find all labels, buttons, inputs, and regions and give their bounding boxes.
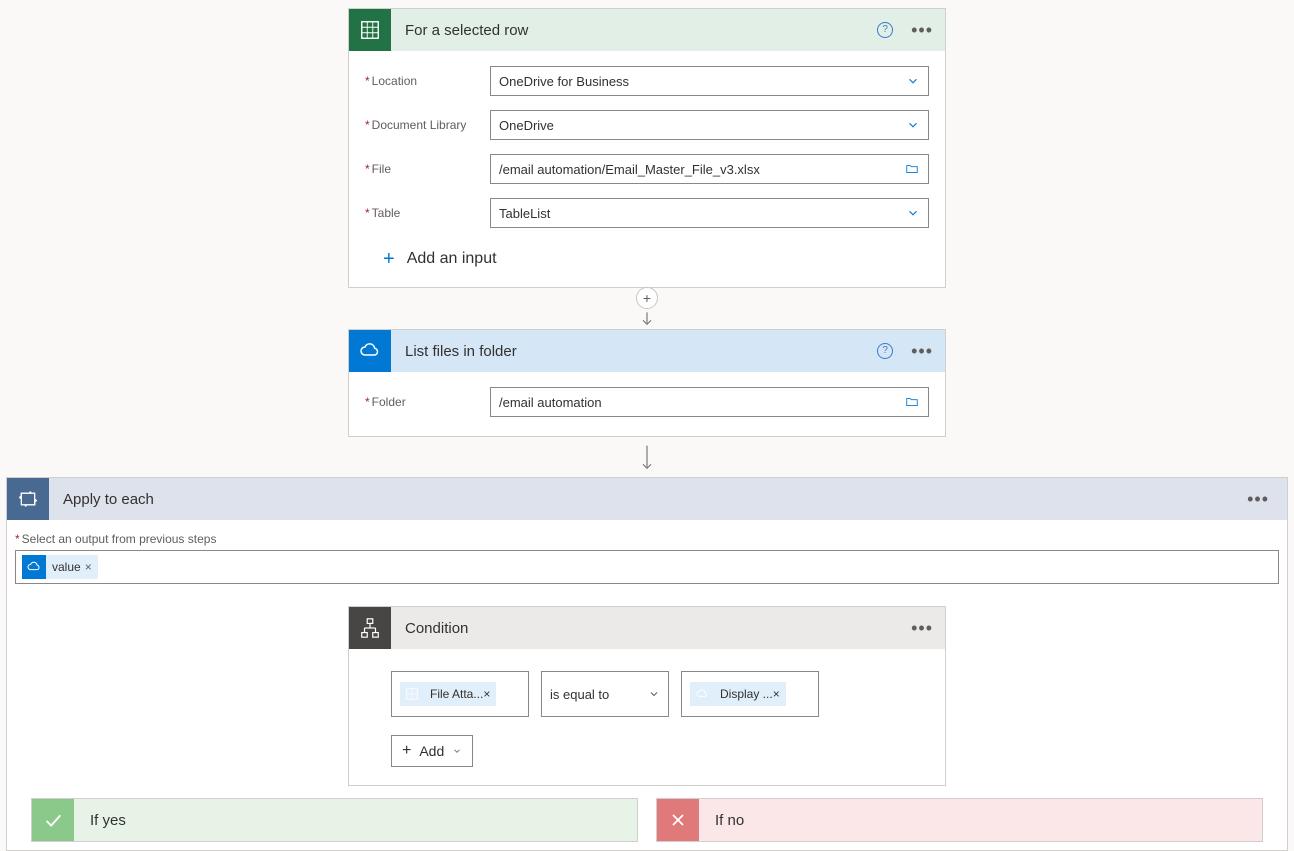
add-condition-button[interactable]: + Add xyxy=(391,735,473,767)
apply-to-each-header[interactable]: Apply to each ••• xyxy=(7,478,1287,520)
remove-token-icon[interactable]: × xyxy=(483,687,490,701)
check-icon xyxy=(32,799,74,841)
file-label: *File xyxy=(365,162,490,176)
connector-1: + xyxy=(348,288,946,329)
condition-body: File Atta... × is equal to xyxy=(349,649,945,785)
chevron-down-icon xyxy=(906,118,920,132)
list-files-card: List files in folder ? ••• *Folder /emai… xyxy=(348,329,946,437)
chevron-down-icon xyxy=(906,206,920,220)
onedrive-icon xyxy=(22,555,46,579)
condition-left-operand[interactable]: File Atta... × xyxy=(391,671,529,717)
trigger-header[interactable]: For a selected row ? ••• xyxy=(349,9,945,51)
more-menu-icon[interactable]: ••• xyxy=(1247,490,1269,508)
close-icon xyxy=(657,799,699,841)
onedrive-icon xyxy=(349,330,391,372)
plus-icon: + xyxy=(402,742,411,760)
folder-picker-icon[interactable] xyxy=(904,162,920,176)
chevron-down-icon xyxy=(452,746,462,756)
document-library-dropdown[interactable]: OneDrive xyxy=(490,110,929,140)
plus-icon: + xyxy=(383,249,395,269)
remove-token-icon[interactable]: × xyxy=(85,560,92,574)
more-menu-icon[interactable]: ••• xyxy=(911,619,933,637)
location-label: *Location xyxy=(365,74,490,88)
folder-picker[interactable]: /email automation xyxy=(490,387,929,417)
apply-to-each-card: Apply to each ••• *Select an output from… xyxy=(6,477,1288,851)
condition-icon xyxy=(349,607,391,649)
location-dropdown[interactable]: OneDrive for Business xyxy=(490,66,929,96)
condition-title: Condition xyxy=(391,620,911,637)
remove-token-icon[interactable]: × xyxy=(773,687,780,701)
file-attachment-token[interactable]: File Atta... × xyxy=(400,682,496,706)
table-label: *Table xyxy=(365,206,490,220)
select-output-input[interactable]: value × xyxy=(15,550,1279,584)
document-library-label: *Document Library xyxy=(365,118,490,132)
condition-card: Condition ••• File Atta... xyxy=(348,606,946,786)
value-token[interactable]: value × xyxy=(22,555,98,579)
trigger-title: For a selected row xyxy=(391,22,877,39)
trigger-card: For a selected row ? ••• *Location OneDr… xyxy=(348,8,946,288)
condition-branches: If yes If no xyxy=(31,798,1263,842)
list-files-body: *Folder /email automation xyxy=(349,372,945,436)
condition-right-operand[interactable]: Display ... × xyxy=(681,671,819,717)
apply-to-each-title: Apply to each xyxy=(49,491,1247,508)
arrow-down-icon xyxy=(639,309,655,329)
arrow-down-icon xyxy=(639,437,655,477)
insert-step-button[interactable]: + xyxy=(636,287,658,309)
condition-header[interactable]: Condition ••• xyxy=(349,607,945,649)
trigger-body: *Location OneDrive for Business *Documen… xyxy=(349,51,945,287)
excel-icon xyxy=(400,682,424,706)
excel-icon xyxy=(349,9,391,51)
folder-picker-icon[interactable] xyxy=(904,395,920,409)
select-output-label: *Select an output from previous steps xyxy=(15,532,1287,546)
chevron-down-icon xyxy=(906,74,920,88)
more-menu-icon[interactable]: ••• xyxy=(911,21,933,39)
display-name-token[interactable]: Display ... × xyxy=(690,682,786,706)
condition-operator-dropdown[interactable]: is equal to xyxy=(541,671,669,717)
connector-2 xyxy=(348,437,946,477)
list-files-title: List files in folder xyxy=(391,343,877,360)
file-picker[interactable]: /email automation/Email_Master_File_v3.x… xyxy=(490,154,929,184)
folder-label: *Folder xyxy=(365,395,490,409)
if-yes-header[interactable]: If yes xyxy=(32,799,637,841)
more-menu-icon[interactable]: ••• xyxy=(911,342,933,360)
if-no-header[interactable]: If no xyxy=(657,799,1262,841)
loop-icon xyxy=(7,478,49,520)
chevron-down-icon xyxy=(648,688,660,700)
list-files-header[interactable]: List files in folder ? ••• xyxy=(349,330,945,372)
add-input-button[interactable]: + Add an input xyxy=(365,235,929,275)
if-no-branch: If no xyxy=(656,798,1263,842)
onedrive-icon xyxy=(690,682,714,706)
if-yes-branch: If yes xyxy=(31,798,638,842)
help-icon[interactable]: ? xyxy=(877,22,893,38)
help-icon[interactable]: ? xyxy=(877,343,893,359)
table-dropdown[interactable]: TableList xyxy=(490,198,929,228)
